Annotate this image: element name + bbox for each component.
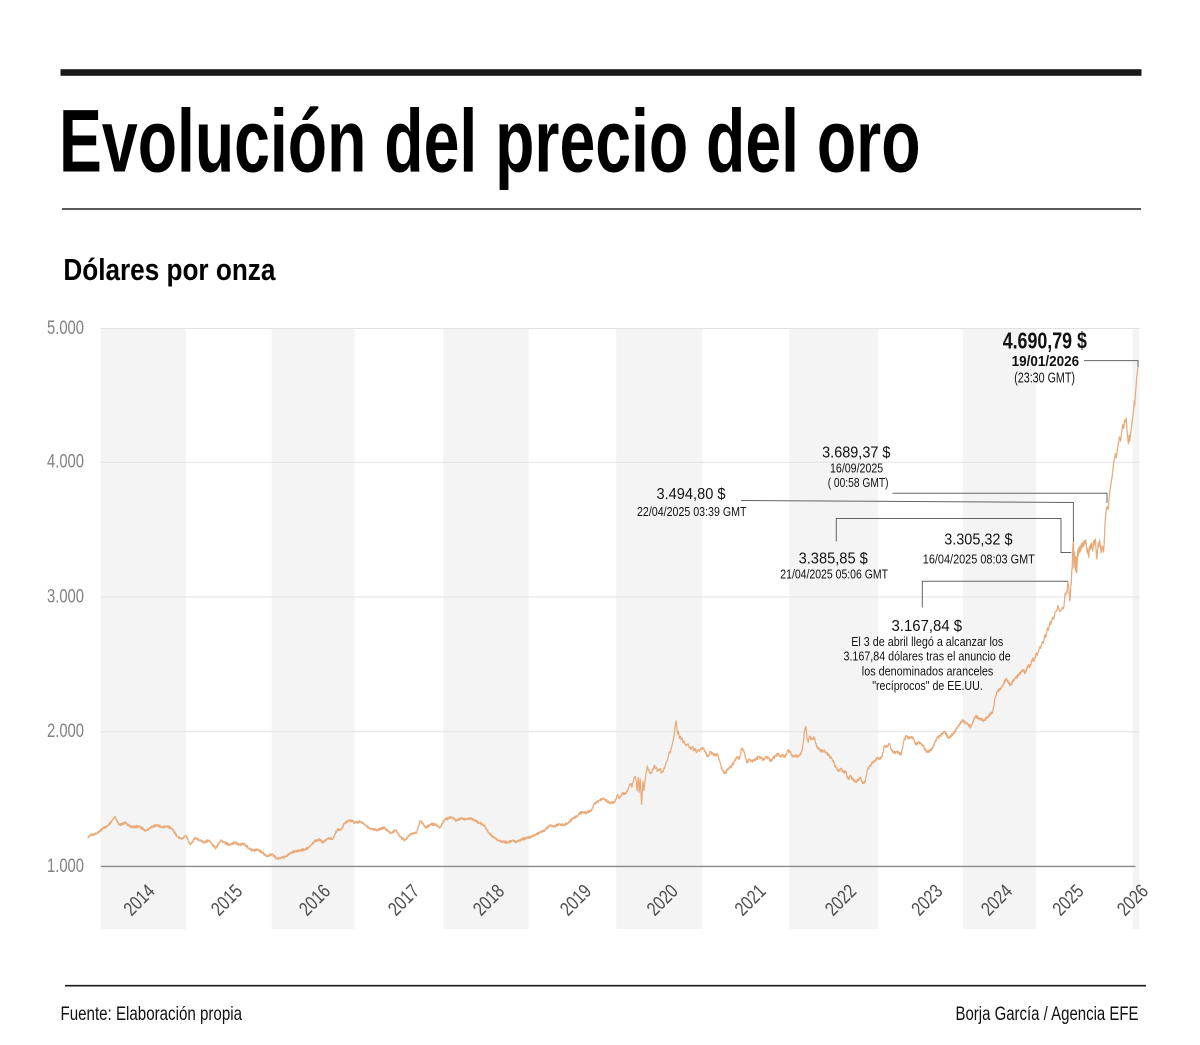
svg-text:4.690,79 $: 4.690,79 $ [1003,327,1087,353]
svg-text:Borja García / Agencia EFE: Borja García / Agencia EFE [956,1004,1139,1025]
svg-text:3.305,32 $: 3.305,32 $ [944,532,1012,549]
svg-text:2026: 2026 [1113,880,1153,920]
svg-text:4.000: 4.000 [47,452,84,473]
svg-text:Evolución del precio del oro: Evolución del precio del oro [59,91,921,191]
svg-text:19/01/2026: 19/01/2026 [1012,354,1080,370]
svg-text:3.000: 3.000 [47,586,84,607]
svg-text:"recíprocos" de EE.UU.: "recíprocos" de EE.UU. [872,678,983,693]
svg-text:2025: 2025 [1048,880,1088,920]
svg-text:2021: 2021 [731,880,771,920]
svg-text:1.000: 1.000 [47,856,84,877]
svg-text:16/04/2025 08:03 GMT: 16/04/2025 08:03 GMT [923,552,1035,567]
svg-text:(23:30 GMT): (23:30 GMT) [1014,371,1075,387]
svg-text:16/09/2025: 16/09/2025 [830,461,883,476]
svg-text:Dólares por onza: Dólares por onza [63,253,276,287]
svg-text:3.494,80 $: 3.494,80 $ [657,486,726,503]
svg-text:los denominados aranceles: los denominados aranceles [862,664,994,679]
svg-text:21/04/2025 05:06 GMT: 21/04/2025 05:06 GMT [780,566,888,581]
svg-text:2023: 2023 [907,880,947,920]
svg-text:2019: 2019 [556,880,596,920]
svg-text:3.167,84 $: 3.167,84 $ [892,618,963,635]
svg-text:3.167,84 dólares tras el anunc: 3.167,84 dólares tras el anuncio de [844,649,1011,664]
svg-text:3.385,85 $: 3.385,85 $ [799,550,868,567]
svg-text:3.689,37 $: 3.689,37 $ [822,445,890,462]
svg-text:2015: 2015 [207,880,247,920]
svg-text:( 00:58 GMT): ( 00:58 GMT) [828,475,889,490]
svg-text:22/04/2025 03:39 GMT: 22/04/2025 03:39 GMT [637,504,747,519]
svg-text:Fuente: Elaboración propia: Fuente: Elaboración propia [61,1004,243,1025]
svg-text:2017: 2017 [384,880,424,920]
svg-text:2.000: 2.000 [47,721,84,742]
svg-text:El 3 de abril llegó a alcanzar: El 3 de abril llegó a alcanzar los [851,634,1004,649]
svg-text:5.000: 5.000 [47,318,84,339]
